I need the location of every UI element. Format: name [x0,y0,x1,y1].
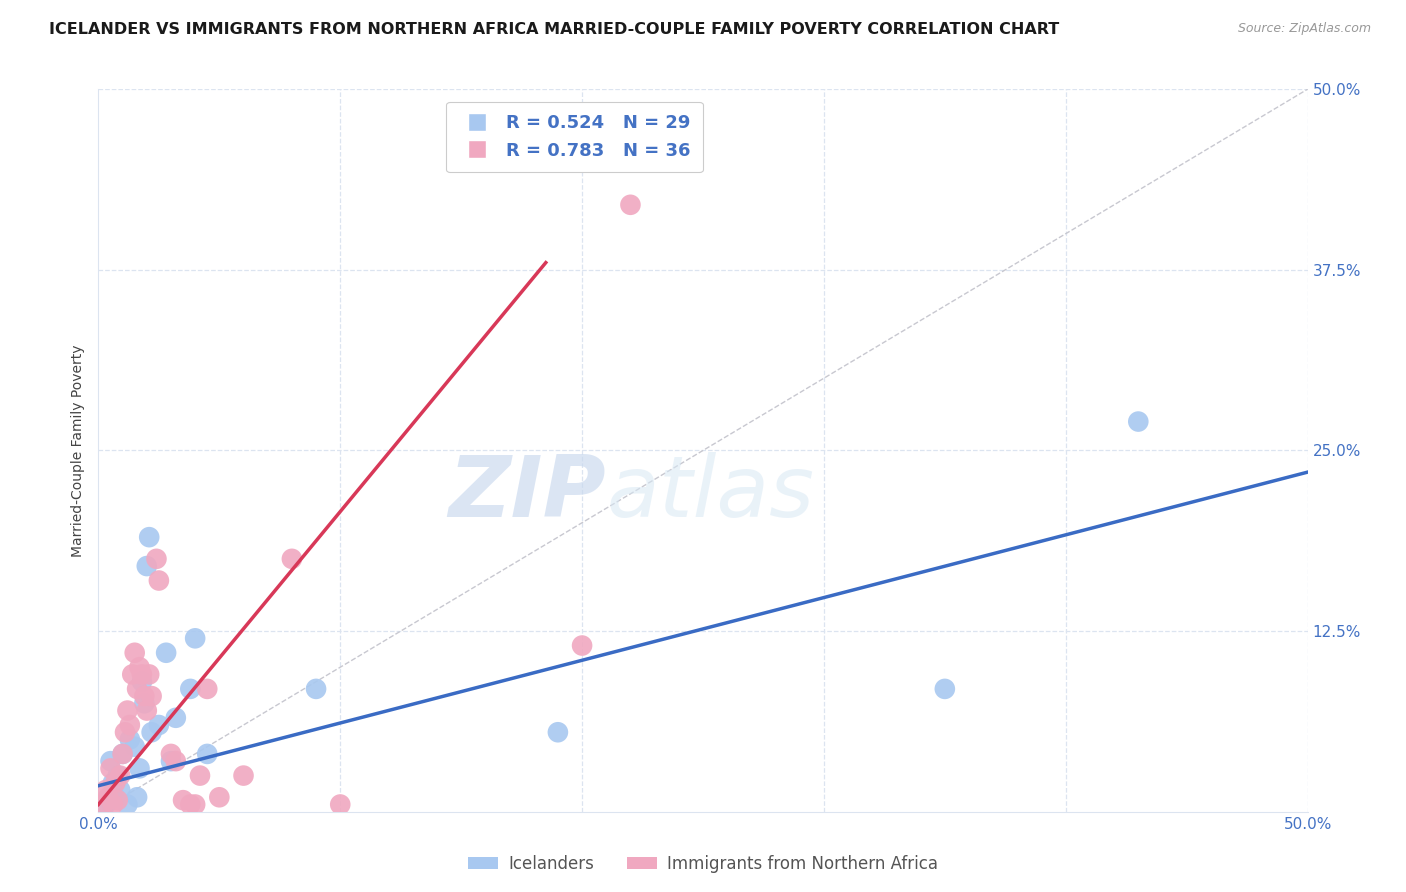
Point [107,769,129,783]
Point [101,776,124,790]
Point [305,681,328,696]
Point [148,718,170,732]
Point [160,747,183,761]
Point [131,674,153,689]
Point [118,732,141,747]
Point [179,681,201,696]
Point [128,660,150,674]
Point [281,551,304,566]
Point [547,725,569,739]
Point [104,790,127,805]
Point [134,696,156,710]
Point [172,793,194,807]
Point [195,747,218,761]
Point [188,769,211,783]
Point [141,689,163,703]
Point [208,790,231,805]
Point [117,704,139,718]
Text: Source: ZipAtlas.com: Source: ZipAtlas.com [1237,22,1371,36]
Point [165,754,187,768]
Point [148,574,170,588]
Point [619,198,641,212]
Point [100,761,122,775]
Point [108,769,131,783]
Point [134,689,156,703]
Point [232,769,254,783]
Point [141,725,163,739]
Legend: Icelanders, Immigrants from Northern Africa: Icelanders, Immigrants from Northern Afr… [461,848,945,880]
Point [160,754,183,768]
Point [107,793,129,807]
Y-axis label: Married-Couple Family Poverty: Married-Couple Family Poverty [70,344,84,557]
Text: ZIP: ZIP [449,452,606,535]
Point [128,761,150,775]
Point [571,639,593,653]
Point [155,646,177,660]
Point [108,783,131,797]
Point [179,797,201,812]
Point [114,725,136,739]
Point [104,776,127,790]
Legend: R = 0.524   N = 29, R = 0.783   N = 36: R = 0.524 N = 29, R = 0.783 N = 36 [446,102,703,172]
Point [121,667,143,681]
Point [100,754,122,768]
Text: ICELANDER VS IMMIGRANTS FROM NORTHERN AFRICA MARRIED-COUPLE FAMILY POVERTY CORRE: ICELANDER VS IMMIGRANTS FROM NORTHERN AF… [49,22,1060,37]
Point [195,681,218,696]
Point [127,681,149,696]
Point [135,704,157,718]
Point [934,681,956,696]
Point [145,551,167,566]
Point [101,797,124,812]
Point [124,739,146,754]
Point [184,797,207,812]
Point [94,797,117,812]
Point [135,559,157,574]
Point [165,711,187,725]
Point [97,793,120,807]
Point [118,718,141,732]
Point [138,530,160,544]
Point [111,747,134,761]
Point [94,783,117,797]
Point [127,790,149,805]
Point [111,747,134,761]
Point [117,797,139,812]
Point [131,667,153,681]
Point [138,667,160,681]
Point [97,790,120,805]
Point [184,632,207,646]
Point [124,646,146,660]
Text: atlas: atlas [606,452,814,535]
Point [91,797,114,812]
Point [1128,415,1150,429]
Point [329,797,352,812]
